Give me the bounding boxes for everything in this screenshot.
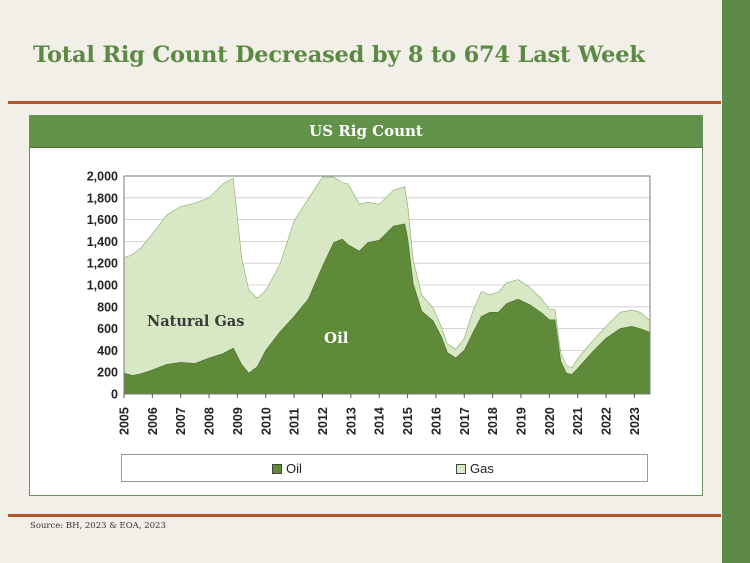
chart-title: US Rig Count bbox=[30, 116, 702, 148]
y-tick-label: 400 bbox=[97, 344, 118, 358]
x-tick-label: 2016 bbox=[429, 407, 443, 435]
y-tick-label: 0 bbox=[111, 388, 118, 402]
chart-annotations: Natural Gas Oil bbox=[147, 313, 349, 347]
x-tick-label: 2022 bbox=[600, 407, 614, 435]
x-tick-label: 2007 bbox=[174, 407, 188, 435]
y-tick-label: 800 bbox=[97, 300, 118, 314]
axes bbox=[123, 175, 651, 398]
x-tick-label: 2020 bbox=[543, 407, 557, 435]
y-tick-label: 1,400 bbox=[87, 235, 118, 249]
footer-divider bbox=[8, 514, 721, 517]
legend-item-gas: Gas bbox=[456, 461, 494, 476]
y-tick-label: 1,800 bbox=[87, 191, 118, 205]
x-tick-label: 2021 bbox=[571, 407, 585, 435]
title-divider bbox=[8, 101, 721, 104]
x-tick-label: 2012 bbox=[316, 407, 330, 435]
natural-gas-annotation: Natural Gas bbox=[147, 313, 244, 330]
gas-swatch-icon bbox=[456, 463, 466, 474]
source-note: Source: BH, 2023 & EOA, 2023 bbox=[30, 521, 166, 531]
x-tick-label: 2010 bbox=[259, 407, 273, 435]
accent-bar bbox=[722, 0, 750, 563]
oil-swatch-icon bbox=[272, 463, 282, 474]
x-tick-label: 2011 bbox=[288, 408, 302, 435]
x-tick-label: 2019 bbox=[515, 407, 529, 435]
slide-title: Total Rig Count Decreased by 8 to 674 La… bbox=[33, 42, 645, 68]
x-tick-label: 2017 bbox=[458, 407, 472, 435]
legend-item-oil: Oil bbox=[272, 461, 302, 476]
x-tick-label: 2008 bbox=[203, 407, 217, 435]
x-tick-label: 2018 bbox=[486, 407, 500, 435]
legend-gas-label: Gas bbox=[470, 461, 494, 476]
x-tick-label: 2015 bbox=[401, 407, 415, 435]
y-axis-tick-labels: 0 200 400 600 800 1,000 1,200 1,400 1,600 1,800 2,… bbox=[87, 170, 118, 402]
y-tick-label: 1,000 bbox=[87, 279, 118, 293]
y-tick-label: 2,000 bbox=[87, 170, 118, 184]
y-tick-label: 1,600 bbox=[87, 213, 118, 227]
x-tick-label: 2009 bbox=[231, 407, 245, 435]
chart-legend: Oil Gas bbox=[121, 454, 648, 482]
legend-oil-label: Oil bbox=[286, 461, 302, 476]
plot-frame bbox=[123, 175, 651, 395]
oil-annotation: Oil bbox=[324, 329, 349, 347]
x-axis-tick-labels: 2005 2006 2007 2008 2009 2010 2011 2012 2013 2014… bbox=[118, 407, 642, 435]
y-tick-label: 200 bbox=[97, 366, 118, 380]
y-tick-label: 600 bbox=[97, 322, 118, 336]
x-tick-label: 2013 bbox=[344, 407, 358, 435]
x-tick-label: 2005 bbox=[118, 407, 132, 435]
x-tick-label: 2023 bbox=[628, 407, 642, 435]
y-tick-label: 1,200 bbox=[87, 257, 118, 271]
x-tick-label: 2006 bbox=[146, 407, 160, 435]
x-tick-label: 2014 bbox=[373, 407, 387, 435]
